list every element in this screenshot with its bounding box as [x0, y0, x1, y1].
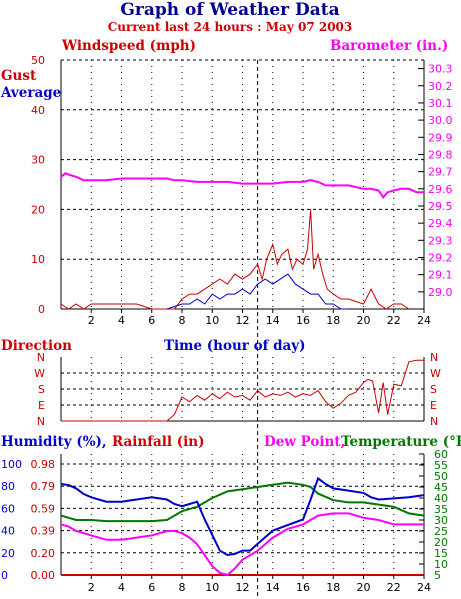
barometer-label: Barometer (in.): [330, 38, 448, 54]
wind-tick-label: 40: [31, 104, 45, 117]
temperature-series: [60, 481, 425, 523]
barometer-tick-label: 29.0: [428, 286, 453, 299]
barometer-tick-label: 29.9: [428, 131, 453, 144]
direction-tick-left: S: [38, 383, 45, 396]
wind-tick-label: 50: [31, 54, 45, 67]
x-tick-label: 24: [417, 314, 431, 327]
rainfall-tick-label: 0.79: [31, 480, 56, 493]
x-tick-label: 14: [266, 314, 280, 327]
x-tick-label: 20: [357, 314, 371, 327]
wind-tick-label: 30: [31, 154, 45, 167]
direction-tick-left: N: [37, 415, 45, 428]
x-tick-label: 16: [296, 581, 310, 594]
barometer-tick-label: 29.6: [428, 183, 453, 196]
x-tick-label: 8: [179, 581, 186, 594]
temperature-tick-label: 55: [434, 459, 448, 472]
temperature-tick-label: 60: [434, 448, 448, 461]
temperature-tick-label: 25: [434, 525, 448, 538]
x-tick-label: 6: [148, 581, 155, 594]
barometer-series: [60, 172, 424, 200]
x-tick-label: 22: [387, 581, 401, 594]
rainfall-tick-label: 0.98: [31, 458, 56, 471]
windspeed-label: Windspeed (mph): [61, 38, 196, 54]
x-tick-label: 4: [118, 314, 125, 327]
barometer-tick-label: 29.4: [428, 217, 453, 230]
barometer-tick-label: 29.1: [428, 269, 453, 282]
wind-tick-label: 0: [38, 303, 45, 316]
gust-label: Gust: [1, 68, 37, 84]
x-tick-label: 10: [205, 581, 219, 594]
rainfall-tick-label: 0.20: [31, 547, 56, 560]
barometer-tick-label: 30.2: [428, 80, 453, 93]
x-tick-label: 4: [118, 581, 125, 594]
humidity-tick-label: 0: [1, 569, 8, 582]
direction-tick-right: E: [430, 399, 437, 412]
temperature-label: Temperature (°F): [341, 434, 461, 450]
humidity-tick-label: 40: [1, 525, 15, 538]
temperature-tick-label: 15: [434, 547, 448, 560]
x-tick-label: 24: [417, 581, 431, 594]
direction-tick-left: W: [34, 367, 45, 380]
x-tick-label: 12: [236, 581, 250, 594]
x-tick-label: 14: [266, 581, 280, 594]
temperature-tick-label: 40: [434, 492, 448, 505]
x-tick-label: 2: [88, 581, 95, 594]
direction-tick-right: N: [430, 415, 438, 428]
dewpoint-label: Dew Point,: [264, 434, 345, 450]
chart-title: Graph of Weather Data: [120, 0, 339, 20]
direction-label: Direction: [1, 338, 72, 354]
x-tick-label: 10: [205, 314, 219, 327]
temperature-tick-label: 50: [434, 470, 448, 483]
direction-tick-left: N: [37, 351, 45, 364]
humidity-tick-label: 20: [1, 547, 15, 560]
x-tick-label: 18: [326, 581, 340, 594]
barometer-tick-label: 29.7: [428, 166, 453, 179]
barometer-tick-label: 29.8: [428, 148, 453, 161]
x-tick-label: 12: [236, 314, 250, 327]
humidity-series: [60, 476, 425, 557]
direction-tick-right: S: [430, 383, 437, 396]
x-tick-label: 6: [148, 314, 155, 327]
temperature-tick-label: 10: [434, 558, 448, 571]
barometer-tick-label: 29.3: [428, 234, 453, 247]
temperature-tick-label: 45: [434, 481, 448, 494]
direction-tick-right: N: [430, 351, 438, 364]
wind-tick-label: 20: [31, 203, 45, 216]
temperature-tick-label: 20: [434, 536, 448, 549]
x-tick-label: 22: [387, 314, 401, 327]
barometer-tick-label: 29.5: [428, 200, 453, 213]
x-axis-label: Time (hour of day): [164, 338, 306, 354]
temperature-tick-label: 5: [434, 569, 441, 582]
humidity-tick-label: 100: [1, 458, 22, 471]
direction-tick-right: W: [430, 367, 441, 380]
x-tick-label: 16: [296, 314, 310, 327]
temperature-tick-label: 35: [434, 503, 448, 516]
rainfall-tick-label: 0.59: [31, 502, 56, 515]
barometer-tick-label: 30.1: [428, 97, 453, 110]
humidity-tick-label: 60: [1, 502, 15, 515]
wind-tick-label: 10: [31, 253, 45, 266]
average-series: [166, 273, 349, 310]
barometer-tick-label: 29.2: [428, 251, 453, 264]
rainfall-label: Rainfall (in): [112, 434, 204, 450]
x-tick-label: 8: [179, 314, 186, 327]
direction-series: [61, 359, 424, 422]
average-label: Average: [0, 85, 61, 101]
x-tick-label: 18: [326, 314, 340, 327]
direction-tick-left: E: [38, 399, 45, 412]
gust-series: [60, 209, 410, 310]
rainfall-tick-label: 0.00: [31, 569, 56, 582]
dewpoint-series: [60, 512, 424, 577]
humidity-label: Humidity (%),: [1, 434, 107, 450]
barometer-tick-label: 30.3: [428, 63, 453, 76]
humidity-tick-label: 80: [1, 480, 15, 493]
x-tick-label: 2: [88, 314, 95, 327]
x-tick-label: 20: [357, 581, 371, 594]
temperature-tick-label: 30: [434, 514, 448, 527]
rainfall-tick-label: 0.39: [31, 525, 56, 538]
barometer-tick-label: 30.0: [428, 114, 453, 127]
chart-subtitle: Current last 24 hours : May 07 2003: [108, 20, 353, 34]
